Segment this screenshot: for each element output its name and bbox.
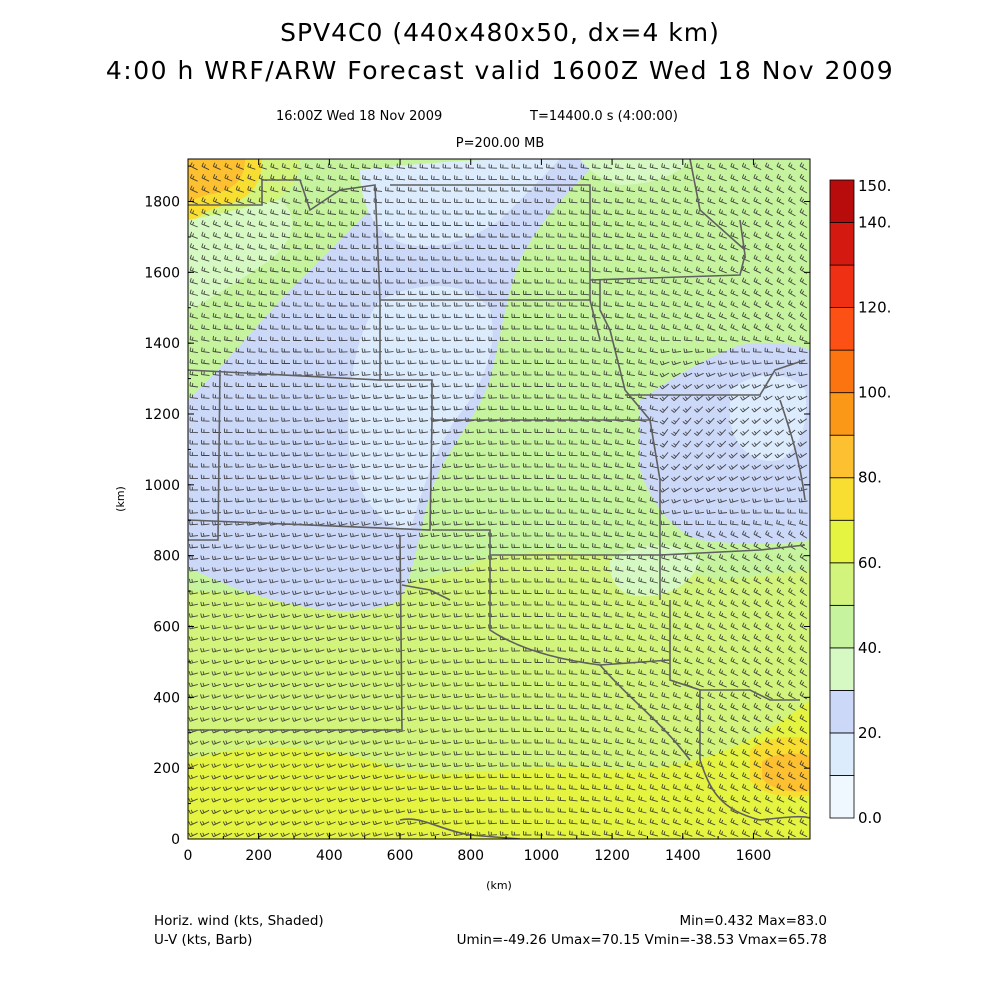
x-axis-label: (km) <box>486 879 512 892</box>
colorbar-bin <box>829 349 855 394</box>
coast-gulf <box>699 759 810 821</box>
colorbar-bin <box>829 477 855 521</box>
y-tick-label: 200 <box>153 761 180 777</box>
colorbar-bin <box>829 690 855 734</box>
colorbar-labels: 0.0 20. 40. 60. 80. 100. 120. 140. 150. <box>858 177 891 827</box>
boundary-montana <box>188 179 381 381</box>
y-tick-label: 1400 <box>144 336 180 352</box>
x-tick-label: 800 <box>457 848 484 864</box>
boundary-missouri <box>649 419 806 556</box>
colorbar-bin <box>829 647 855 691</box>
y-tick-label: 1800 <box>144 195 180 211</box>
boundary-minnesota-lake <box>689 159 746 251</box>
boundary-mississippi-river-upper <box>599 280 651 421</box>
x-tick-label: 0 <box>184 848 193 864</box>
boundary-south-dakota <box>380 299 601 341</box>
wind-speed-shading <box>188 159 810 839</box>
colorbar-label: 150. <box>858 177 891 195</box>
elapsed-time: T=14400.0 s (4:00:00) <box>530 109 678 124</box>
x-tick-label: 1600 <box>736 848 772 864</box>
colorbar-label: 60. <box>858 554 882 572</box>
x-tick-label: 400 <box>316 848 343 864</box>
y-tick-label: 1200 <box>144 407 180 423</box>
shade-80-90-nw <box>188 159 245 203</box>
y-tick-label: 1000 <box>144 478 180 494</box>
map-title: SPV4C0 (440x480x50, dx=4 km) <box>280 18 720 47</box>
shade-30-40-n <box>580 159 690 185</box>
pressure-level: P=200.00 MB <box>455 136 545 151</box>
barb-field-label: U-V (kts, Barb) <box>154 932 253 948</box>
colorbar-label: 80. <box>858 469 882 487</box>
boundary-texas-north <box>489 555 671 666</box>
x-tick-label: 600 <box>387 848 414 864</box>
boundary-iowa-illinois <box>625 359 806 396</box>
colorbar-bin <box>829 775 855 819</box>
y-tick-label: 0 <box>171 832 180 848</box>
valid-time: 16:00Z Wed 18 Nov 2009 <box>276 109 443 124</box>
colorbar-label: 40. <box>858 639 882 657</box>
boundary-mississippi <box>700 689 800 701</box>
y-tick-label: 600 <box>153 620 180 636</box>
colorbar-bin <box>829 732 855 776</box>
colorbar-label: 20. <box>858 724 882 742</box>
x-tick-label: 1400 <box>665 848 701 864</box>
colorbar-bin <box>829 392 855 436</box>
x-tick-label: 1200 <box>594 848 630 864</box>
colorbar <box>829 179 855 819</box>
state-boundaries <box>188 159 810 839</box>
forecast-title: 4:00 h WRF/ARW Forecast valid 1600Z Wed … <box>105 56 895 85</box>
boundary-arizona-nm <box>188 534 403 731</box>
boundary-idaho-utah <box>188 369 221 541</box>
y-tick-label: 800 <box>153 549 180 565</box>
boundary-nebraska <box>380 379 650 421</box>
boundary-mexico <box>399 818 521 839</box>
y-tick-label: 1600 <box>144 265 180 281</box>
y-tick-label: 400 <box>153 690 180 706</box>
colorbar-bin <box>829 179 855 223</box>
shade-80-90-se <box>762 753 810 792</box>
boundary-arkansas-louisiana <box>669 600 701 760</box>
shade-60-70-south <box>188 700 810 839</box>
plot-frame <box>187 158 811 840</box>
y-axis-label: (km) <box>114 486 127 512</box>
boundary-red-river <box>599 664 691 761</box>
boundary-utah-colorado <box>188 419 433 531</box>
colorbar-bin <box>829 264 855 309</box>
uv-range-readout: Umin=-49.26 Umax=70.15 Vmin=-38.53 Vmax=… <box>456 932 827 948</box>
x-tick-label: 200 <box>245 848 272 864</box>
colorbar-label: 140. <box>858 214 891 232</box>
colorbar-bin <box>829 519 855 564</box>
colorbar-bin <box>829 562 855 606</box>
boundary-texas-west <box>401 584 451 601</box>
colorbar-label: 0.0 <box>858 809 882 827</box>
shaded-field-label: Horiz. wind (kts, Shaded) <box>154 913 324 929</box>
boundary-north-dakota <box>390 184 591 300</box>
min-max-readout: Min=0.432 Max=83.0 <box>679 913 828 929</box>
colorbar-bin <box>829 434 855 479</box>
colorbar-bin <box>829 222 855 266</box>
y-axis: 0 200 400 600 800 1000 1200 1400 1600 1800 <box>144 165 810 848</box>
boundary-indiana <box>779 399 806 501</box>
x-axis: 0 200 400 600 800 1000 1200 1400 1600 <box>184 159 790 864</box>
colorbar-bin <box>829 307 855 351</box>
boundary-wisconsin <box>589 219 746 281</box>
x-tick-label: 1000 <box>524 848 560 864</box>
colorbar-label: 120. <box>858 299 891 317</box>
colorbar-label: 100. <box>858 384 891 402</box>
colorbar-bin <box>829 604 855 649</box>
shade-10-20-core <box>348 286 493 530</box>
